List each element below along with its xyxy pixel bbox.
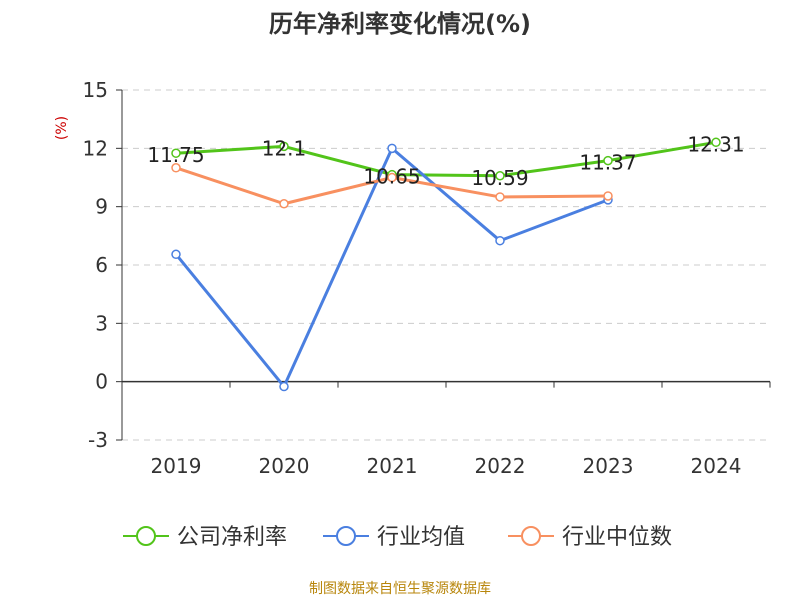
legend-item-1: 行业均值 xyxy=(323,525,465,550)
data-label: 10.65 xyxy=(363,165,420,189)
data-point xyxy=(171,163,181,173)
data-point xyxy=(387,143,397,154)
data-point xyxy=(603,155,613,166)
legend-label: 行业均值 xyxy=(377,525,465,550)
data-labels: 11.75 12.1 10.65 10.59 11.37 12.31 xyxy=(147,132,744,189)
data-point xyxy=(387,172,397,183)
data-point xyxy=(279,381,289,392)
x-tick-label: 2024 xyxy=(691,454,742,478)
data-label: 12.31 xyxy=(687,132,744,156)
data-point xyxy=(171,249,181,260)
legend-marker xyxy=(336,526,356,546)
x-tick-label: 2019 xyxy=(151,454,202,478)
y-tick-label: 6 xyxy=(95,253,108,277)
y-tick-label: 9 xyxy=(95,195,108,219)
y-tick-label: 12 xyxy=(83,136,108,160)
data-label: 10.59 xyxy=(471,166,528,190)
series-lines xyxy=(174,140,717,389)
y-tick-label: 15 xyxy=(83,78,108,102)
y-axis-label: (%) xyxy=(54,116,70,140)
data-point xyxy=(495,235,505,246)
legend-marker xyxy=(136,526,156,546)
x-tick-label: 2022 xyxy=(475,454,526,478)
y-tick-label: 0 xyxy=(95,370,108,394)
legend-item-0: 公司净利率 xyxy=(123,525,287,550)
series-points xyxy=(171,137,721,392)
legend-item-2: 行业中位数 xyxy=(508,525,672,550)
x-tick-label: 2020 xyxy=(259,454,310,478)
legend-label: 公司净利率 xyxy=(177,525,287,550)
data-point xyxy=(711,137,721,148)
series-line-0 xyxy=(175,140,717,178)
data-label: 12.1 xyxy=(262,136,307,160)
x-tick-label: 2021 xyxy=(367,454,418,478)
chart-title: 历年净利率变化情况(%) xyxy=(269,10,531,38)
y-tick-label: -3 xyxy=(88,428,108,452)
data-label: 11.37 xyxy=(579,151,636,175)
legend-marker xyxy=(521,526,541,546)
y-tick-label: 3 xyxy=(95,311,108,335)
data-point xyxy=(603,191,613,201)
data-label: 11.75 xyxy=(147,143,204,167)
axes: 15 12 9 6 3 0 -3 (%) 2019 2020 2021 2022 2023 2024 xyxy=(54,78,771,478)
grid-lines xyxy=(122,89,770,441)
data-point xyxy=(279,199,289,209)
legend-label: 行业中位数 xyxy=(562,525,672,550)
data-point xyxy=(171,148,181,158)
source-note: 制图数据来自恒生聚源数据库 xyxy=(309,581,491,597)
legend: 公司净利率 行业均值 行业中位数 xyxy=(123,525,672,550)
data-point xyxy=(279,141,289,152)
x-tick-label: 2023 xyxy=(583,454,634,478)
data-point xyxy=(495,171,505,181)
data-point xyxy=(495,192,505,202)
